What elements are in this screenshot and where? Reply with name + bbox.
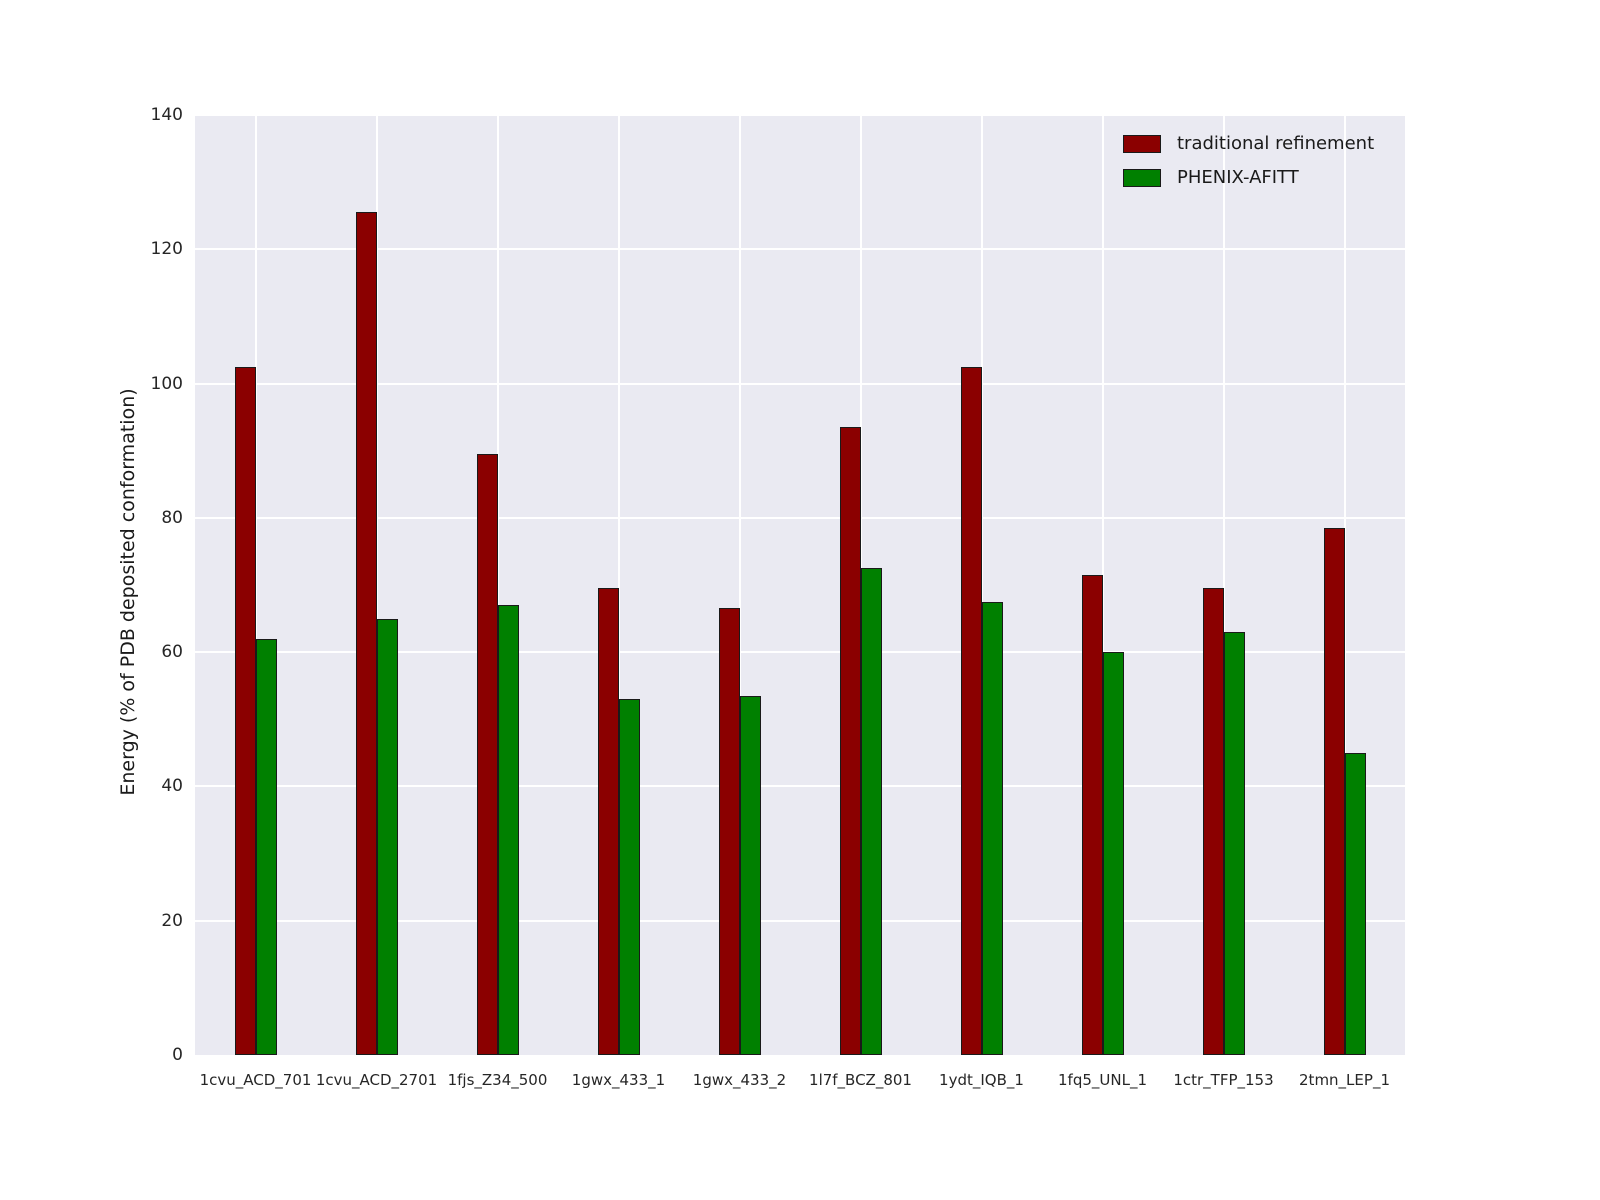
y-tick-label: 140 (150, 105, 183, 125)
legend-swatch-icon (1123, 168, 1161, 187)
bar-traditional-refinement (719, 608, 740, 1055)
x-tick-label: 1fq5_UNL_1 (1058, 1071, 1147, 1089)
x-tick-label: 1ydt_IQB_1 (939, 1071, 1024, 1089)
bar-phenix-afitt (982, 602, 1003, 1055)
gridline-horizontal (195, 248, 1405, 251)
y-tick-label: 100 (150, 373, 183, 394)
bar-phenix-afitt (1224, 632, 1245, 1055)
bar-phenix-afitt (861, 568, 882, 1055)
y-tick-label: 40 (161, 776, 183, 797)
gridline-vertical (1222, 115, 1225, 1055)
bar-traditional-refinement (961, 367, 982, 1055)
x-tick-label: 1ctr_TFP_153 (1173, 1071, 1274, 1089)
y-tick-label: 80 (161, 507, 183, 528)
bar-phenix-afitt (498, 605, 519, 1055)
gridline-horizontal (195, 516, 1405, 519)
y-tick-label: 20 (161, 910, 183, 931)
bar-traditional-refinement (1082, 575, 1103, 1055)
y-tick-label: 0 (172, 1045, 183, 1065)
legend-swatch-icon (1123, 134, 1161, 153)
gridline-horizontal (195, 651, 1405, 654)
x-tick-label: 1cvu_ACD_2701 (315, 1071, 438, 1089)
y-tick-label: 60 (161, 642, 183, 663)
bar-traditional-refinement (356, 212, 377, 1055)
bar-traditional-refinement (598, 588, 619, 1055)
gridline-horizontal (195, 382, 1405, 385)
bar-phenix-afitt (619, 699, 640, 1055)
gridline-horizontal (195, 114, 1405, 116)
bar-phenix-afitt (377, 619, 398, 1055)
y-tick-label: 120 (150, 239, 183, 260)
legend-label: PHENIX-AFITT (1177, 167, 1299, 188)
x-tick-label: 1cvu_ACD_701 (199, 1071, 312, 1089)
bar-traditional-refinement (477, 454, 498, 1055)
legend-label: traditional refinement (1177, 133, 1375, 154)
bar-phenix-afitt (1345, 753, 1366, 1055)
bar-traditional-refinement (840, 427, 861, 1055)
bar-phenix-afitt (740, 696, 761, 1055)
x-tick-label: 1l7f_BCZ_801 (809, 1071, 912, 1089)
bar-traditional-refinement (1324, 528, 1345, 1055)
gridline-vertical (617, 115, 620, 1055)
bar-phenix-afitt (256, 639, 277, 1055)
x-tick-label: 1gwx_433_1 (571, 1071, 666, 1089)
x-tick-label: 2tmn_LEP_1 (1299, 1071, 1390, 1089)
gridline-horizontal (195, 785, 1405, 788)
x-tick-label: 1fjs_Z34_500 (447, 1071, 548, 1089)
bar-traditional-refinement (1203, 588, 1224, 1055)
legend: traditional refinement PHENIX-AFITT (1123, 133, 1374, 188)
legend-item-phenix-afitt: PHENIX-AFITT (1123, 167, 1374, 188)
bar-traditional-refinement (235, 367, 256, 1055)
legend-item-traditional-refinement: traditional refinement (1123, 133, 1374, 154)
y-axis-label: Energy (% of PDB deposited conformation) (117, 388, 139, 796)
plot-area: traditional refinement PHENIX-AFITT (195, 114, 1405, 1055)
bar-phenix-afitt (1103, 652, 1124, 1055)
gridline-vertical (738, 115, 741, 1055)
gridline-horizontal (195, 919, 1405, 922)
x-tick-label: 1gwx_433_2 (692, 1071, 787, 1089)
